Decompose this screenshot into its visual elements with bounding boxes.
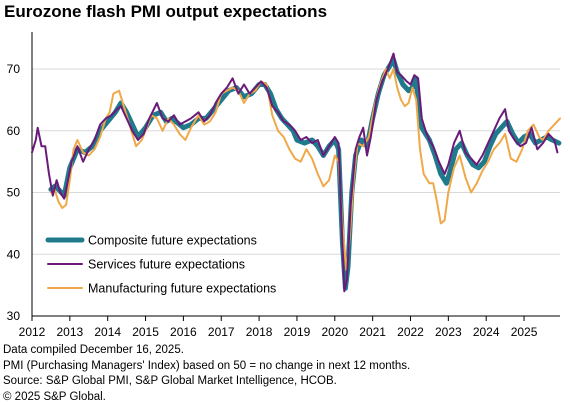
series-line-composite bbox=[48, 57, 562, 291]
x-tick-label: 2018 bbox=[246, 325, 273, 339]
x-tick-label: 2012 bbox=[19, 325, 46, 339]
x-tick-label: 2021 bbox=[359, 325, 386, 339]
gridlines bbox=[32, 68, 560, 255]
y-tick-label: 70 bbox=[7, 62, 21, 76]
x-tick-label: 2023 bbox=[435, 325, 462, 339]
x-tick-label: 2022 bbox=[397, 325, 424, 339]
axes bbox=[31, 32, 560, 321]
legend-label: Manufacturing future expectations bbox=[88, 282, 276, 296]
note-source: Source: S&P Global PMI, S&P Global Marke… bbox=[3, 375, 337, 387]
note-pmi-definition: PMI (Purchasing Managers' Index) based o… bbox=[3, 359, 411, 372]
note-copyright: © 2025 S&P Global. bbox=[3, 390, 106, 403]
note-data-compiled: Data compiled December 16, 2025. bbox=[3, 344, 184, 356]
legend-label: Services future expectations bbox=[88, 258, 245, 272]
y-tick-label: 30 bbox=[7, 309, 21, 323]
x-tick-label: 2017 bbox=[208, 325, 235, 339]
x-tick-label: 2020 bbox=[321, 325, 348, 339]
x-tick-label: 2019 bbox=[284, 325, 311, 339]
y-tick-label: 50 bbox=[7, 186, 21, 200]
x-tick-label: 2013 bbox=[56, 325, 83, 339]
tick-labels: 30 40 50 60 70 2012 2013 2014 2015 2016 2017 2018 20… bbox=[7, 62, 538, 339]
y-tick-label: 60 bbox=[7, 124, 21, 138]
x-tick-label: 2024 bbox=[473, 325, 500, 339]
line-chart: 30 40 50 60 70 2012 2013 2014 2015 2016 2017 2018 20… bbox=[7, 32, 562, 339]
x-tick-label: 2025 bbox=[511, 325, 538, 339]
chart-title: Eurozone flash PMI output expectations bbox=[4, 2, 328, 21]
series-line-services bbox=[31, 52, 559, 293]
y-tick-label: 40 bbox=[7, 247, 21, 261]
footnotes: Data compiled December 16, 2025. PMI (Pu… bbox=[3, 343, 410, 405]
legend: Composite future expectations Services fu… bbox=[45, 234, 276, 296]
x-tick-label: 2014 bbox=[94, 325, 121, 339]
x-tick-label: 2016 bbox=[170, 325, 197, 339]
series-lines bbox=[31, 52, 562, 293]
x-tick-label: 2015 bbox=[132, 325, 159, 339]
legend-label: Composite future expectations bbox=[88, 234, 257, 248]
